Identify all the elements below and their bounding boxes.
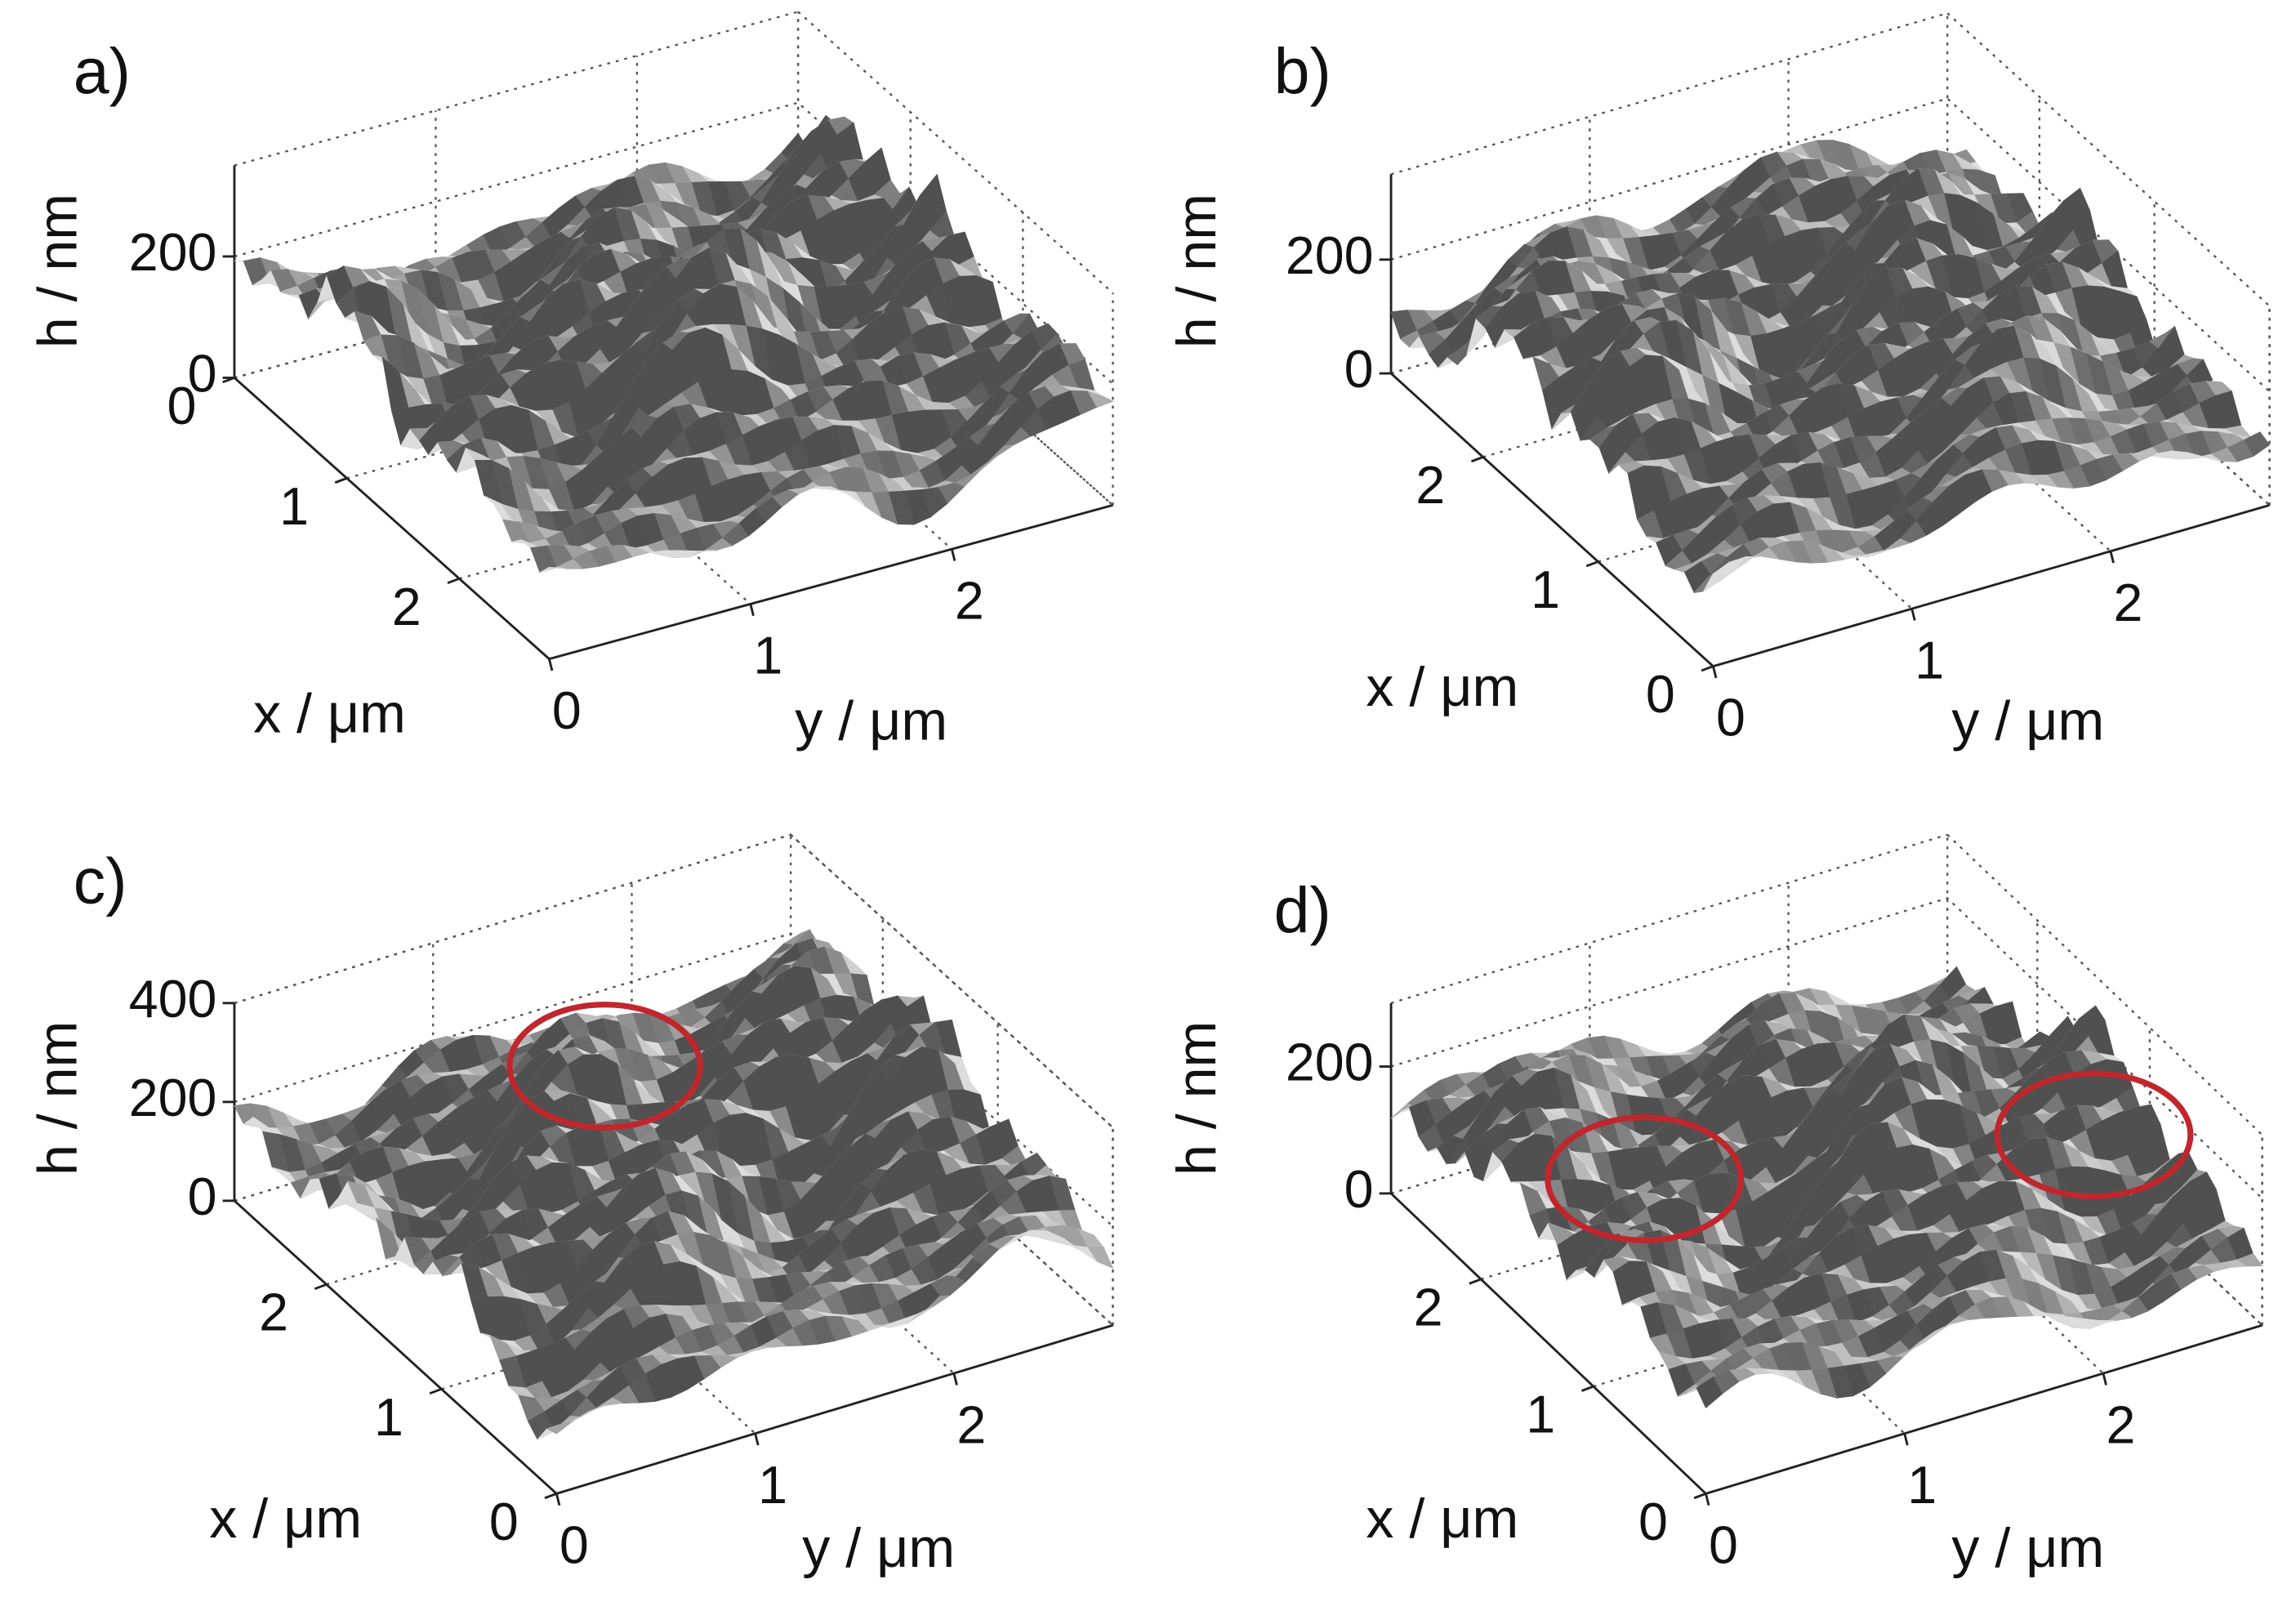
z-tick-label: 200	[1286, 226, 1374, 285]
y-tick-label: 1	[758, 1456, 787, 1515]
surface-plot: 0 200 0 1 2 0 1 2 a) x / μm y / μm h / nm	[26, 11, 1114, 752]
x-axis-label: x / μm	[253, 682, 406, 744]
z-tick-label: 0	[1344, 340, 1374, 399]
x-tick-label: 0	[1638, 1493, 1668, 1551]
x-tick-mark	[222, 377, 235, 384]
z-tick-label: 200	[129, 1069, 217, 1127]
x-axis-label: x / μm	[209, 1488, 362, 1550]
z-grid-line	[234, 101, 1114, 385]
y-tick-mark	[1910, 608, 1916, 621]
panel-label: d)	[1274, 874, 1331, 946]
z-tick-label: 0	[1344, 1160, 1374, 1219]
y-tick-mark	[1712, 666, 1718, 679]
surface	[234, 114, 1114, 573]
z-axis-label: h / nm	[26, 194, 88, 348]
y-axis-label: y / μm	[802, 1517, 955, 1579]
y-tick-label: 0	[1709, 1516, 1738, 1575]
x-tick-label: 2	[1415, 456, 1445, 515]
z-tick-label: 0	[188, 345, 217, 404]
x-tick-label: 2	[1414, 1278, 1443, 1336]
y-axis-label: y / μm	[795, 689, 947, 752]
z-tick-label: 200	[129, 223, 217, 282]
x-tick-label: 1	[1531, 560, 1560, 619]
x-tick-mark	[334, 477, 348, 484]
y-tick-label: 0	[560, 1516, 589, 1575]
panel-label: b)	[1274, 35, 1331, 107]
x-tick-label: 0	[1646, 665, 1675, 724]
y-tick-label: 2	[2107, 1395, 2136, 1454]
y-tick-mark	[749, 604, 755, 617]
y-tick-label: 0	[1716, 689, 1745, 747]
y-axis-label: y / μm	[1951, 1517, 2104, 1579]
x-axis-label: x / μm	[1366, 1488, 1518, 1550]
z-axis-label: h / nm	[1166, 1021, 1228, 1176]
x-tick-label: 1	[374, 1388, 403, 1447]
y-tick-label: 2	[955, 571, 984, 630]
z-tick-label: 200	[1286, 1033, 1374, 1092]
y-tick-label: 1	[1915, 631, 1944, 689]
x-tick-mark	[1585, 560, 1599, 568]
x-tick-label: 2	[259, 1283, 288, 1342]
y-axis-label: y / μm	[1951, 689, 2104, 752]
x-axis-label: x / μm	[1366, 656, 1518, 718]
y-tick-mark	[950, 548, 956, 561]
y-tick-label: 1	[753, 627, 782, 685]
y-tick-label: 1	[1907, 1456, 1937, 1515]
x-axis	[1390, 373, 1714, 667]
y-tick-mark	[2109, 551, 2115, 564]
surface	[1390, 139, 2271, 594]
y-tick-label: 2	[2114, 573, 2143, 632]
x-tick-mark	[1701, 665, 1714, 672]
x-axis	[234, 377, 551, 660]
z-tick-label: 0	[188, 1167, 217, 1226]
wall-edge	[1946, 12, 2271, 307]
y-tick-label: 0	[552, 681, 582, 740]
y-axis	[1713, 504, 2270, 667]
z-axis-label: h / nm	[1166, 194, 1228, 348]
x-tick-label: 0	[167, 377, 196, 435]
y-tick-label: 2	[956, 1395, 986, 1454]
panel-label: a)	[74, 35, 131, 107]
surface-facet	[539, 566, 566, 573]
panel-label: c)	[74, 845, 127, 917]
x-tick-label: 1	[279, 477, 309, 536]
z-tick-label: 400	[129, 970, 217, 1029]
y-tick-mark	[547, 658, 554, 672]
z-axis-label: h / nm	[26, 1021, 88, 1176]
x-tick-mark	[1470, 456, 1484, 463]
x-tick-label: 1	[1526, 1386, 1555, 1444]
y-axis	[548, 504, 1113, 661]
x-tick-label: 2	[392, 578, 421, 636]
wall-edge	[797, 11, 1114, 294]
x-tick-mark	[447, 577, 460, 585]
x-tick-label: 0	[489, 1493, 519, 1551]
wall-edge	[234, 11, 799, 167]
